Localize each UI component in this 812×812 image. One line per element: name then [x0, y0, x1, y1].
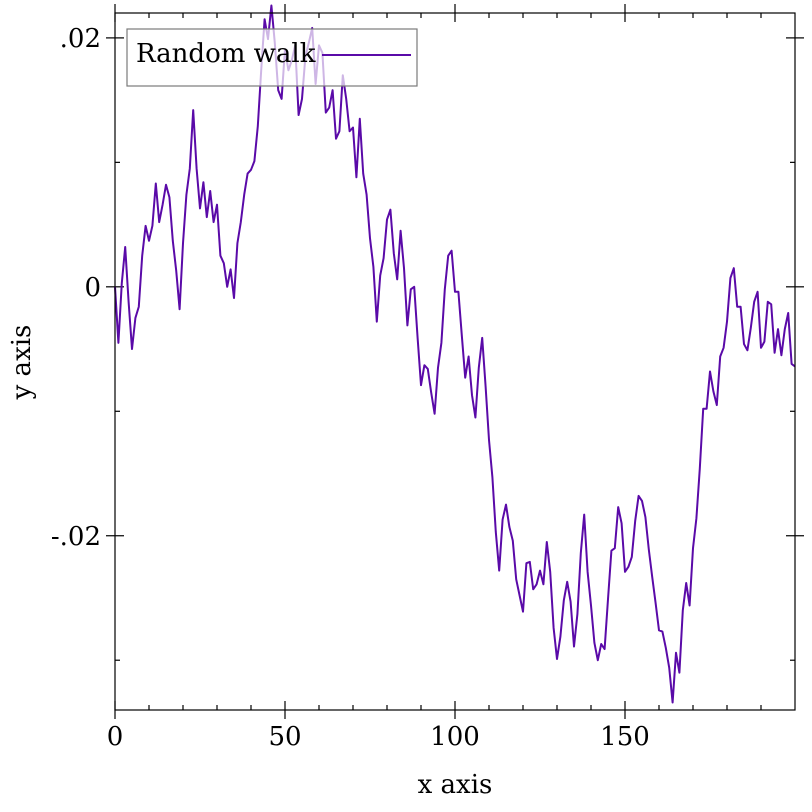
x-tick-label: 50: [268, 722, 301, 752]
series-layer: [114, 4, 796, 704]
x-tick-label: 0: [107, 722, 124, 752]
plot-frame: [114, 12, 796, 711]
legend-label: Random walk: [136, 39, 316, 69]
legend: Random walk: [126, 28, 418, 87]
y-tick-label: 0: [84, 273, 101, 303]
tick-labels: 0 50 100 150 -.02 0 .02: [51, 24, 650, 752]
x-tick-label: 150: [600, 722, 650, 752]
y-tick-label: -.02: [51, 522, 101, 552]
y-axis-label: y axis: [7, 325, 37, 401]
x-axis-label: x axis: [418, 770, 493, 800]
y-tick-label: .02: [60, 24, 101, 54]
x-tick-label: 100: [430, 722, 480, 752]
series-line-random-walk: [114, 4, 796, 704]
axis-ticks: [106, 4, 804, 719]
legend-box: [126, 28, 418, 87]
